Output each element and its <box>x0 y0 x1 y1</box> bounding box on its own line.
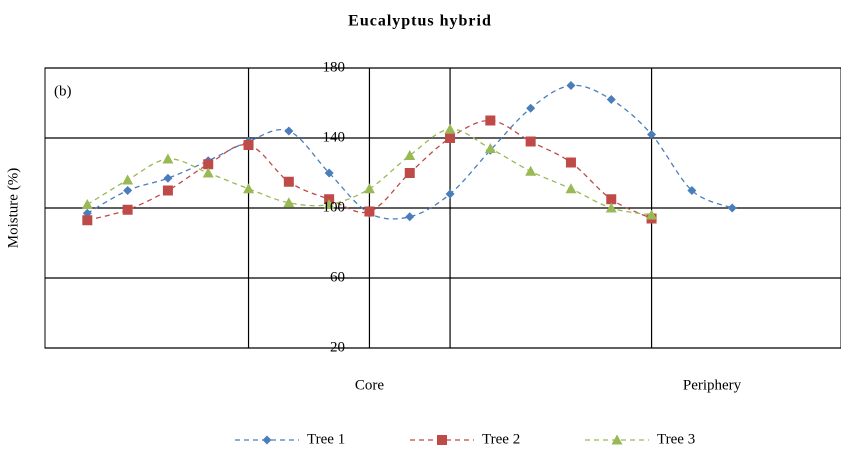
marker <box>243 140 254 150</box>
marker <box>81 199 93 209</box>
y-tick-label: 20 <box>330 339 345 355</box>
x-axis-label: Core <box>355 377 385 393</box>
legend-marker <box>437 435 447 445</box>
y-axis-label: Moisture (%) <box>5 168 21 248</box>
legend-label: Tree 2 <box>482 431 520 447</box>
marker <box>122 174 134 185</box>
panel-label: (b) <box>54 83 72 99</box>
marker <box>565 157 576 168</box>
marker <box>202 167 214 178</box>
marker <box>444 123 456 134</box>
marker <box>404 150 416 160</box>
marker <box>525 136 536 147</box>
marker <box>646 209 658 220</box>
legend-marker <box>611 434 623 445</box>
marker <box>324 168 334 178</box>
marker <box>284 126 294 136</box>
legend-label: Tree 3 <box>657 431 695 447</box>
marker <box>445 189 455 199</box>
series-line <box>86 84 733 220</box>
marker <box>405 212 415 222</box>
marker <box>163 173 173 183</box>
marker <box>123 186 133 195</box>
marker <box>566 81 576 90</box>
marker <box>565 183 577 194</box>
marker <box>445 133 456 143</box>
marker <box>283 176 294 187</box>
marker <box>283 197 295 208</box>
y-tick-label: 100 <box>323 199 346 215</box>
marker <box>243 183 255 194</box>
marker <box>605 202 617 213</box>
marker <box>363 183 375 194</box>
marker <box>364 206 375 217</box>
marker <box>526 103 536 113</box>
marker <box>727 203 737 213</box>
marker <box>647 130 657 139</box>
marker <box>606 194 617 205</box>
marker <box>485 115 496 126</box>
marker <box>687 186 697 195</box>
marker <box>203 159 214 170</box>
legend-label: Tree 1 <box>307 431 345 447</box>
marker <box>484 143 496 153</box>
x-axis-label: Periphery <box>683 377 742 393</box>
marker <box>404 168 415 178</box>
marker <box>82 215 93 226</box>
marker <box>525 165 537 176</box>
marker <box>606 95 616 104</box>
marker <box>162 185 173 196</box>
y-tick-label: 140 <box>323 129 346 145</box>
marker <box>122 204 133 215</box>
chart-title: Eucalyptus hybrid <box>348 13 492 30</box>
marker <box>323 199 335 209</box>
marker <box>162 153 174 164</box>
y-tick-label: 60 <box>330 269 345 285</box>
y-tick-label: 180 <box>323 59 346 75</box>
legend-marker <box>262 435 272 445</box>
series-line <box>87 119 652 221</box>
